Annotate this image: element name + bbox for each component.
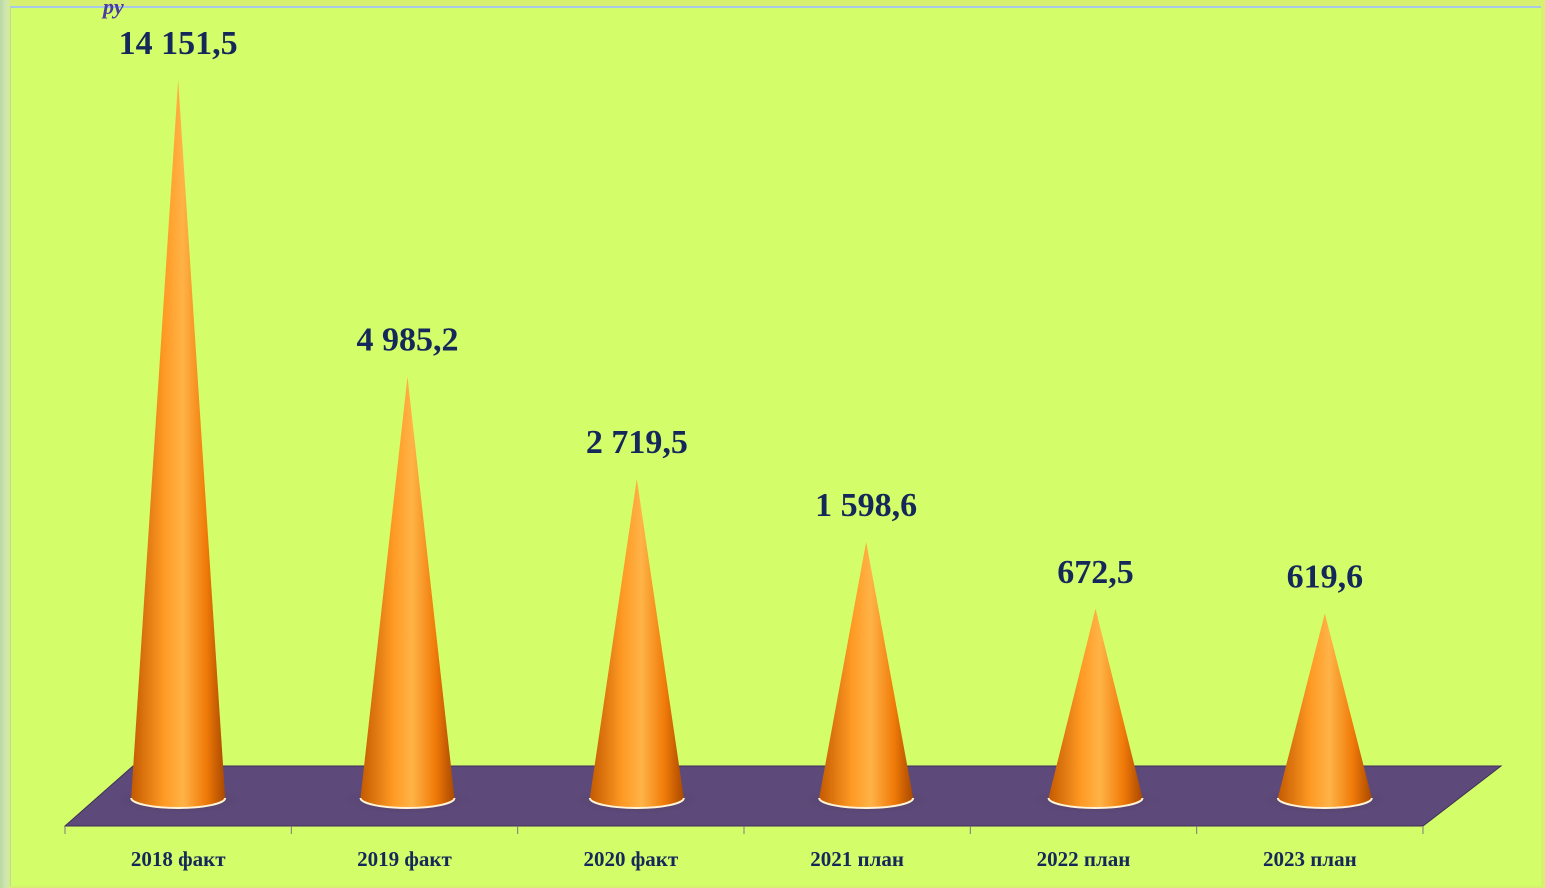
x-tick-label: 2023 план [1263, 847, 1357, 871]
data-label: 2 719,5 [586, 424, 688, 461]
cone-base-rim [588, 797, 685, 809]
bar-cone [589, 478, 684, 808]
data-label: 14 151,5 [119, 25, 238, 62]
x-tick-label: 2020 факт [583, 847, 678, 871]
bar-cone [131, 80, 226, 808]
data-label: 4 985,2 [357, 322, 459, 359]
cone-base-rim [1047, 797, 1144, 809]
bar-cone [819, 541, 914, 808]
cone-base-rim [818, 797, 915, 809]
bar-cone [360, 376, 455, 808]
cone-base-rim [130, 797, 227, 809]
cone-base-rim [1276, 797, 1373, 809]
bar-cone [1277, 613, 1372, 808]
x-tick-label: 2019 факт [357, 847, 452, 871]
data-label: 619,6 [1287, 558, 1364, 595]
chart-area: py 14 151,5 4 985,2 2 719,5 1 598,6 672,5 619… [10, 0, 1541, 886]
data-label: 1 598,6 [815, 487, 917, 524]
data-label: 672,5 [1057, 554, 1134, 591]
x-tick-label: 2022 план [1037, 847, 1131, 871]
bar-cone [1048, 608, 1143, 808]
x-tick-label: 2018 факт [131, 847, 226, 871]
cone-base-rim [359, 797, 456, 809]
corner-text-fragment: py [103, 0, 124, 19]
x-tick-label: 2021 план [810, 847, 904, 871]
